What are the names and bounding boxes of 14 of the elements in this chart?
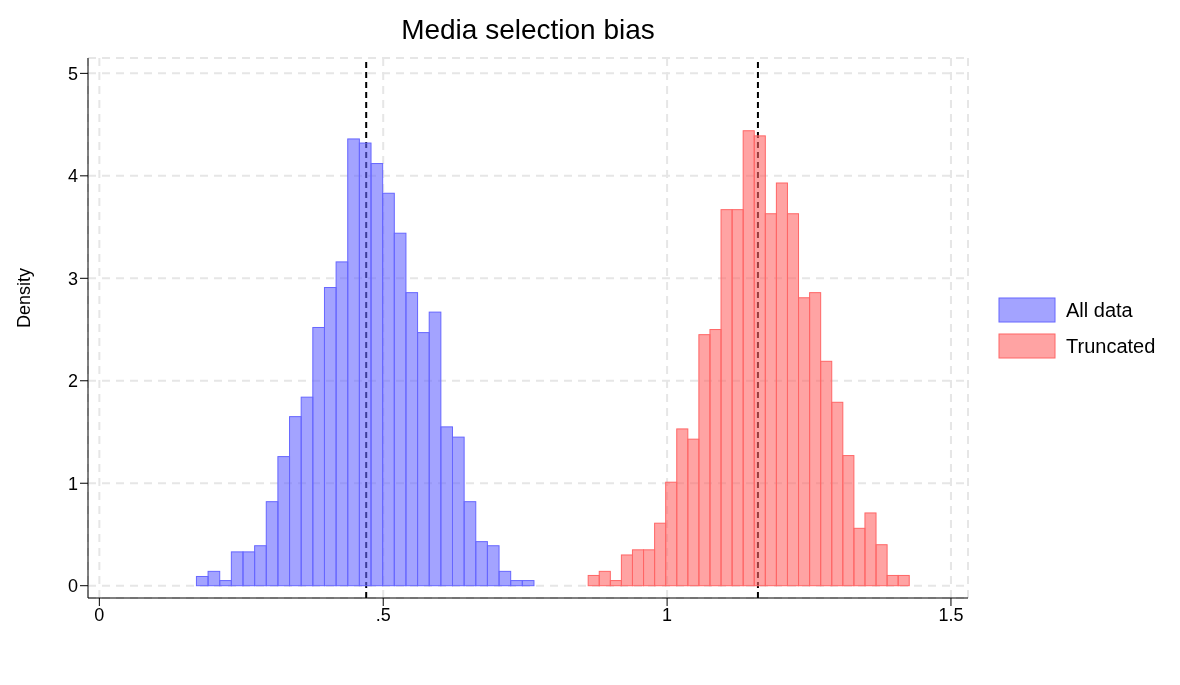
x-tick-label: 1.5 (938, 604, 964, 625)
x-tick-label: .5 (375, 604, 391, 625)
y-tick-label: 4 (67, 166, 78, 187)
y-tick-label: 5 (67, 63, 78, 84)
y-tick-label: 1 (67, 473, 78, 494)
y-tick-label: 0 (67, 576, 78, 597)
legend-label: Truncated (1066, 334, 1156, 358)
y-axis-title: Density (14, 267, 35, 328)
y-tick-label: 2 (67, 371, 78, 392)
chart-title: Media selection bias (400, 14, 656, 46)
x-tick-label: 0 (94, 604, 105, 625)
x-tick-label: 1 (662, 604, 673, 625)
y-tick-label: 3 (67, 268, 78, 289)
legend-label: All data (1066, 298, 1133, 322)
